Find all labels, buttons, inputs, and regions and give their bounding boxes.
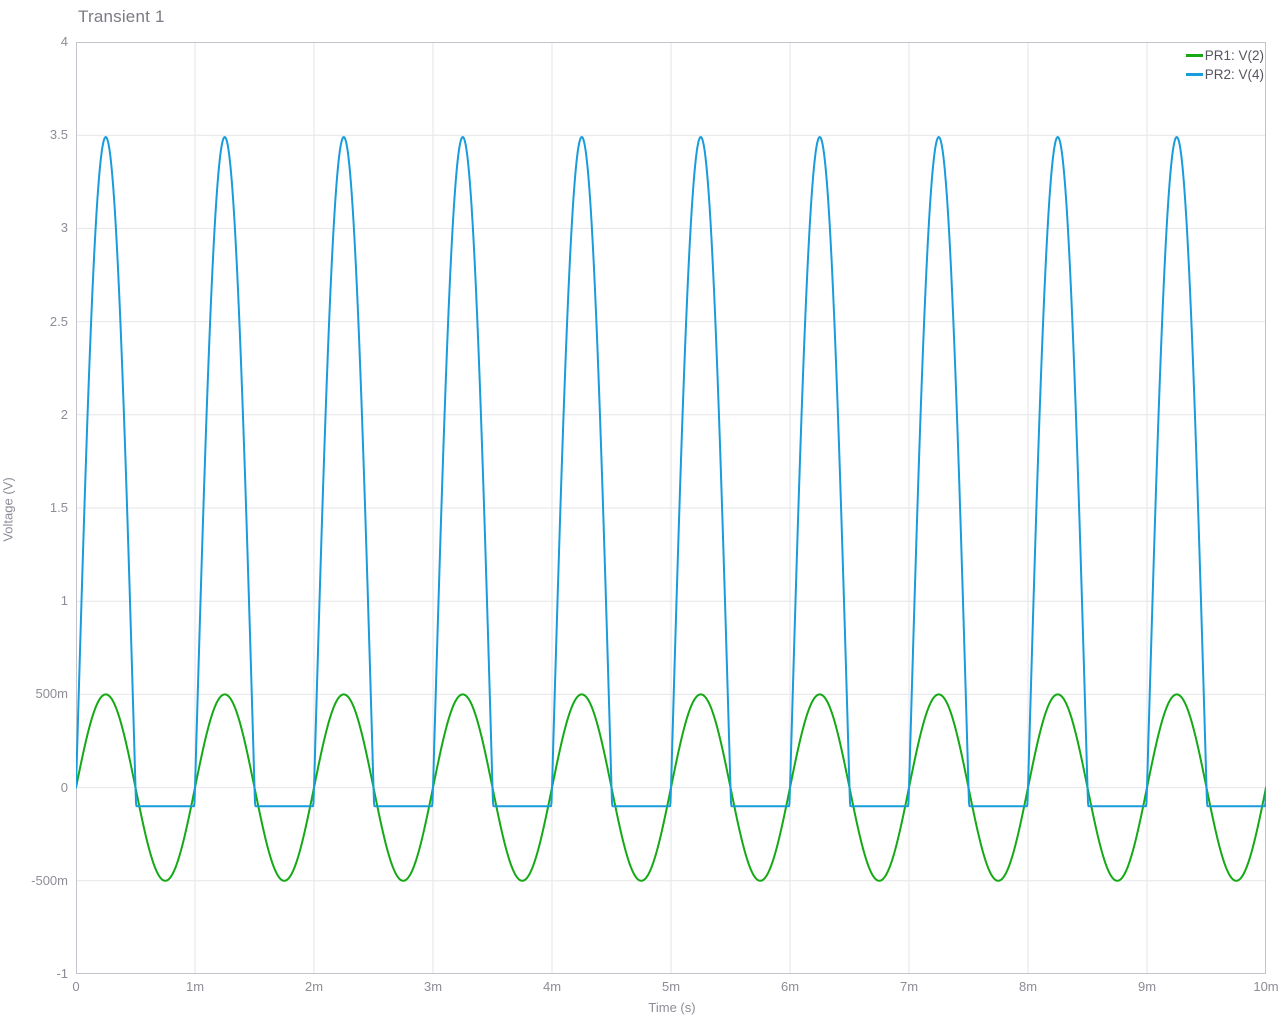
y-tick-label: 2.5 (49, 313, 68, 329)
y-tick-label: 2 (60, 406, 68, 422)
legend-item-pr2[interactable]: PR2: V(4) (1185, 67, 1264, 82)
x-axis-title: Time (s) (648, 1000, 696, 1015)
y-tick-label: -1 (56, 966, 68, 981)
x-tick-label: 1m (185, 979, 205, 994)
x-tick-label: 2m (304, 979, 324, 994)
x-tick-label: 0 (72, 979, 80, 994)
pr2-color-swatch (1185, 73, 1203, 76)
y-tick-label: 3.5 (49, 127, 68, 143)
y-tick-label: -500m (31, 872, 68, 888)
y-tick-label: 0 (60, 779, 68, 795)
x-tick-label: 10m (1253, 979, 1279, 994)
legend: PR1: V(2) PR2: V(4) (1185, 48, 1264, 82)
x-tick-label: 4m (542, 979, 562, 994)
plot-border (76, 42, 1266, 974)
x-tick-label: 8m (1018, 979, 1038, 994)
x-tick-label: 7m (899, 979, 919, 994)
y-tick-label: 3 (60, 220, 68, 236)
y-tick-label: 1.5 (49, 500, 68, 515)
legend-label-pr2: PR2: V(4) (1204, 67, 1264, 82)
pr1-color-swatch (1185, 54, 1203, 57)
x-tick-label: 3m (423, 979, 443, 994)
x-tick-label: 5m (661, 979, 681, 994)
legend-item-pr1[interactable]: PR1: V(2) (1185, 48, 1264, 63)
y-tick-label: 4 (60, 34, 68, 49)
x-tick-label: 9m (1137, 979, 1157, 994)
y-tick-label: 500m (35, 686, 68, 702)
plot-canvas[interactable] (76, 42, 1266, 974)
legend-label-pr1: PR1: V(2) (1204, 48, 1264, 63)
chart-title: Transient 1 (78, 7, 165, 26)
trace-pr2 (76, 136, 1266, 808)
x-tick-label: 6m (780, 979, 800, 994)
y-tick-label: 1 (60, 593, 68, 609)
plot-area (76, 42, 1266, 974)
